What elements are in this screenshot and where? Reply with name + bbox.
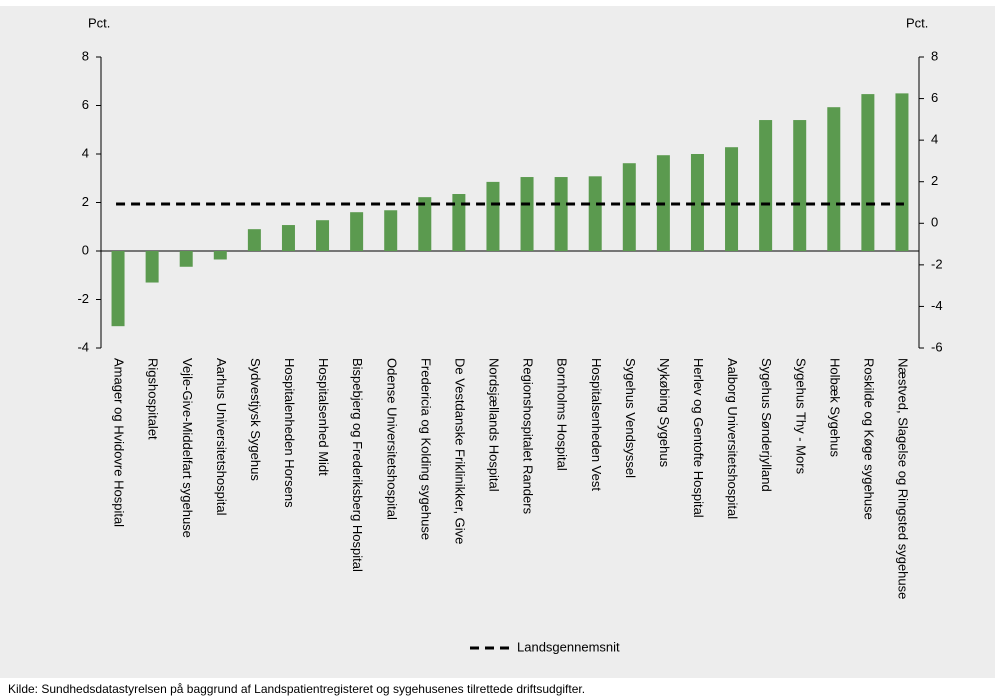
y-tick-label: -2 xyxy=(77,291,89,306)
y2-tick-label: 6 xyxy=(931,90,938,105)
y-tick-label: 0 xyxy=(82,242,89,257)
x-tick-label: Sydvestjysk Sygehus xyxy=(248,358,263,481)
bar xyxy=(452,194,466,251)
legend-label: Landsgennemsnit xyxy=(517,639,620,654)
y2-tick-label: -2 xyxy=(931,256,943,271)
x-tick-label: Nordsjællands Hospital xyxy=(487,358,502,492)
bar xyxy=(520,177,534,251)
x-tick-label: Holbæk Sygehus xyxy=(827,358,842,457)
x-tick-label: Næstved, Slagelse og Ringsted sygehuse xyxy=(896,358,911,599)
bar xyxy=(895,93,909,251)
y2-tick-label: -6 xyxy=(931,339,943,354)
bar xyxy=(247,229,261,251)
x-tick-label: Aarhus Universitetshospital xyxy=(214,358,229,516)
x-tick-label: De Vestdanske Friklinikker, Give xyxy=(452,358,467,544)
bar xyxy=(145,251,159,283)
x-tick-label: Fredericia og Kolding sygehuse xyxy=(418,358,433,540)
x-tick-label: Sygehus Thy - Mors xyxy=(793,358,808,475)
y-tick-label: 8 xyxy=(82,48,89,63)
bar xyxy=(861,94,875,251)
x-tick-label: Odense Universitetshospital xyxy=(384,358,399,520)
x-tick-label: Bornholms Hospital xyxy=(555,358,570,471)
y-axis-label: Pct. xyxy=(88,15,110,30)
bar xyxy=(111,251,125,327)
x-tick-label: Aalborg Universitetshospital xyxy=(725,358,740,519)
y2-tick-label: 0 xyxy=(931,215,938,230)
x-tick-label: Bispebjerg og Frederiksberg Hospital xyxy=(350,358,365,572)
x-tick-label: Amager og Hvidovre Hospital xyxy=(112,358,127,527)
x-tick-label: Sygehus Vendsyssel xyxy=(623,358,638,478)
bar xyxy=(725,147,739,251)
x-tick-label: Hospitalsenheden Vest xyxy=(589,358,604,491)
y-tick-label: 6 xyxy=(82,97,89,112)
y2-tick-label: 2 xyxy=(931,173,938,188)
bar xyxy=(213,251,227,260)
bar xyxy=(486,181,500,251)
y2-tick-label: 8 xyxy=(931,48,938,63)
x-tick-label: Herlev og Gentofte Hospital xyxy=(691,358,706,518)
x-tick-label: Hospitalenheden Horsens xyxy=(282,358,297,508)
bar xyxy=(350,212,364,251)
bar xyxy=(690,154,704,251)
bar xyxy=(554,177,568,251)
bar xyxy=(281,225,295,251)
bar xyxy=(316,220,330,251)
x-tick-label: Roskilde og Køge sygehuse xyxy=(861,358,876,520)
x-tick-label: Sygehus Sønderjylland xyxy=(759,358,774,492)
bar xyxy=(622,163,636,251)
y-tick-label: -4 xyxy=(77,339,89,354)
x-tick-label: Nykøbing Sygehus xyxy=(657,358,672,468)
y2-tick-label: 4 xyxy=(931,132,938,147)
x-tick-label: Hospitalsenhed Midt xyxy=(316,358,331,476)
y-tick-label: 4 xyxy=(82,145,89,160)
bar xyxy=(588,176,602,251)
bar xyxy=(827,107,841,251)
bar xyxy=(179,251,193,267)
x-tick-label: Regionshospitalet Randers xyxy=(521,358,536,515)
bar xyxy=(384,210,398,251)
x-tick-label: Vejle-Give-Middelfart sygehuse xyxy=(180,358,195,538)
y-tick-label: 2 xyxy=(82,194,89,209)
chart-background xyxy=(0,6,995,678)
bar xyxy=(793,120,807,251)
source: Kilde: Sundhedsdatastyrelsen på baggrund… xyxy=(8,682,585,696)
bar xyxy=(418,197,432,251)
x-tick-label: Rigshospitalet xyxy=(146,358,161,440)
y2-tick-label: -4 xyxy=(931,298,943,313)
y2-axis-label: Pct. xyxy=(906,15,928,30)
bar xyxy=(759,120,773,251)
